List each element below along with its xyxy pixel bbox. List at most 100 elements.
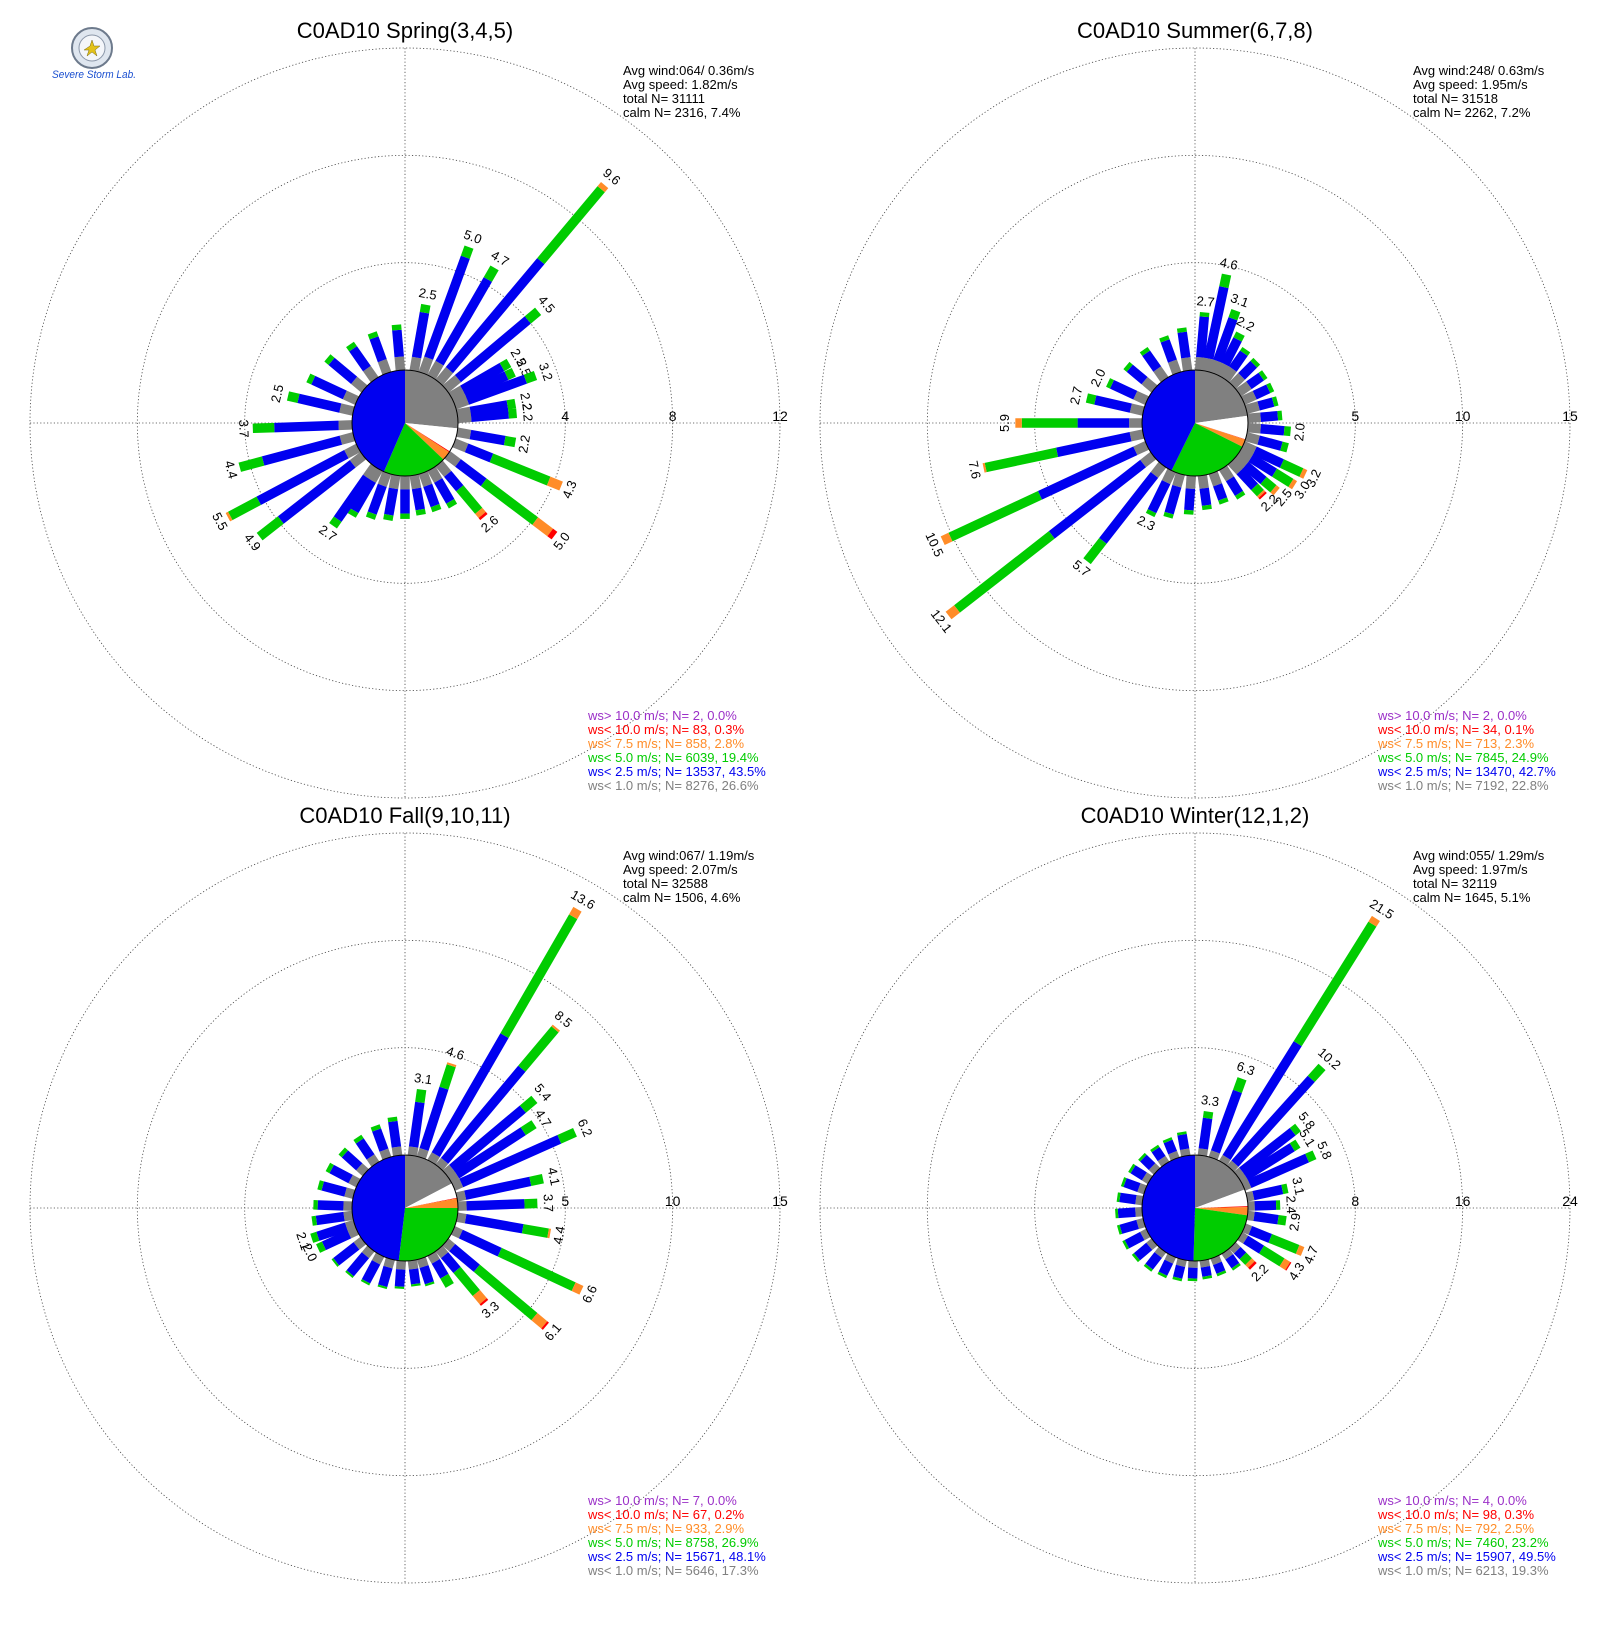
petal-segment bbox=[377, 471, 392, 488]
petal-segment bbox=[388, 474, 401, 490]
petal bbox=[311, 1210, 354, 1226]
petal-segment bbox=[407, 1146, 419, 1157]
petal bbox=[1131, 1238, 1158, 1263]
petal-segment bbox=[355, 1138, 375, 1160]
petal-label: 2.0 bbox=[299, 1241, 320, 1264]
petal-segment bbox=[1145, 509, 1157, 518]
petal-segment bbox=[1176, 327, 1187, 333]
petal-segment bbox=[1280, 441, 1289, 453]
petal-label: 2.7 bbox=[1067, 385, 1086, 406]
petal-label: 3.1 bbox=[1289, 1176, 1307, 1197]
petal: 2.4 bbox=[1247, 1195, 1299, 1214]
petal-segment bbox=[329, 516, 342, 529]
petal-segment bbox=[435, 460, 452, 477]
petal-segment bbox=[464, 443, 494, 463]
petal-segment bbox=[451, 1226, 463, 1239]
petal-segment bbox=[1235, 381, 1252, 397]
petal bbox=[1150, 1144, 1170, 1167]
petal-segment bbox=[1254, 1200, 1277, 1211]
petal-segment bbox=[1109, 379, 1138, 400]
petal-segment bbox=[1279, 1258, 1291, 1270]
petal: 2.0 bbox=[299, 1226, 359, 1264]
petal bbox=[1120, 1177, 1147, 1195]
petal bbox=[1208, 471, 1229, 505]
grid-ring bbox=[819, 832, 1571, 1584]
petal-segment bbox=[1117, 1207, 1136, 1219]
petal-segment bbox=[1237, 447, 1254, 462]
pie-slice bbox=[1195, 423, 1246, 440]
petal bbox=[1235, 370, 1268, 397]
petal-segment bbox=[365, 511, 377, 520]
petal-segment bbox=[442, 1164, 456, 1178]
petal-segment bbox=[321, 1229, 352, 1251]
petal: 2.7 bbox=[1067, 385, 1145, 416]
petal: 3.3 bbox=[1197, 1092, 1220, 1157]
petal bbox=[416, 1256, 435, 1287]
petal-segment bbox=[1120, 1177, 1127, 1187]
petal-segment bbox=[378, 1265, 393, 1288]
petal-segment bbox=[1228, 309, 1241, 321]
petal-segment bbox=[551, 1024, 560, 1033]
ring-label: 4 bbox=[561, 408, 569, 424]
petal bbox=[1199, 1259, 1213, 1280]
ring-label: 16 bbox=[1455, 1193, 1471, 1209]
center-pie bbox=[1141, 1154, 1249, 1262]
legend-entry: ws> 10.0 m/s; N= 7, 0.0% bbox=[587, 1493, 737, 1508]
petal bbox=[325, 1162, 361, 1188]
petal-segment bbox=[418, 471, 433, 488]
petal-segment bbox=[1218, 497, 1229, 505]
petal-segment bbox=[310, 1231, 320, 1243]
petal-label: 4.4 bbox=[222, 459, 241, 480]
legend-entry: ws< 1.0 m/s; N= 7192, 22.8% bbox=[1377, 778, 1549, 793]
petal bbox=[1197, 474, 1212, 511]
petal-segment bbox=[1293, 921, 1377, 1047]
petal-segment bbox=[411, 311, 430, 359]
petal-segment bbox=[1233, 331, 1245, 342]
petal-segment bbox=[1136, 1218, 1146, 1230]
petal-segment bbox=[1305, 1150, 1317, 1163]
petal: 13.6 bbox=[427, 887, 598, 1165]
pie-outline bbox=[351, 1154, 459, 1262]
petal-segment bbox=[1242, 1223, 1253, 1235]
petal-label: 7.6 bbox=[966, 459, 984, 480]
petal-segment bbox=[383, 1257, 395, 1269]
petal-segment bbox=[451, 1178, 464, 1191]
petal-segment bbox=[442, 374, 461, 393]
legend-entry: ws< 10.0 m/s; N= 34, 0.1% bbox=[1377, 722, 1535, 737]
petal bbox=[346, 341, 379, 383]
petal-segment bbox=[427, 1152, 440, 1165]
petal: 5.7 bbox=[1070, 461, 1167, 580]
petal-segment bbox=[523, 371, 538, 384]
petal-segment bbox=[1185, 475, 1197, 490]
petal-segment bbox=[1272, 468, 1294, 487]
petal-segment bbox=[1233, 1167, 1245, 1180]
petal-segment bbox=[1172, 1276, 1183, 1282]
pie-slice bbox=[383, 423, 444, 477]
petal-segment bbox=[1160, 339, 1177, 363]
petal bbox=[1219, 465, 1246, 500]
petal-segment bbox=[1307, 1063, 1326, 1083]
petal-segment bbox=[392, 329, 404, 358]
petal-segment bbox=[1141, 1172, 1153, 1184]
petal-segment bbox=[446, 499, 458, 509]
petal-segment bbox=[333, 474, 371, 522]
petal-segment bbox=[1248, 1261, 1257, 1270]
petal-segment bbox=[1225, 1254, 1240, 1269]
petal-segment bbox=[466, 1199, 525, 1211]
petal-segment bbox=[463, 371, 509, 400]
petal-segment bbox=[1245, 1258, 1255, 1268]
petal-segment bbox=[1163, 1139, 1178, 1155]
center-pie bbox=[351, 369, 459, 477]
petal-segment bbox=[361, 1245, 375, 1259]
petal-segment bbox=[1140, 451, 1157, 468]
ring-label: 5 bbox=[1351, 408, 1359, 424]
petal-segment bbox=[1161, 468, 1177, 485]
petal-segment bbox=[1252, 384, 1271, 400]
petal-segment bbox=[419, 1086, 449, 1151]
petal bbox=[407, 1259, 421, 1287]
petal-segment bbox=[571, 1282, 584, 1295]
petal: 4.4 bbox=[222, 432, 356, 480]
petal-segment bbox=[431, 1258, 449, 1279]
petal-segment bbox=[1208, 1150, 1220, 1160]
petal-segment bbox=[388, 1120, 402, 1148]
